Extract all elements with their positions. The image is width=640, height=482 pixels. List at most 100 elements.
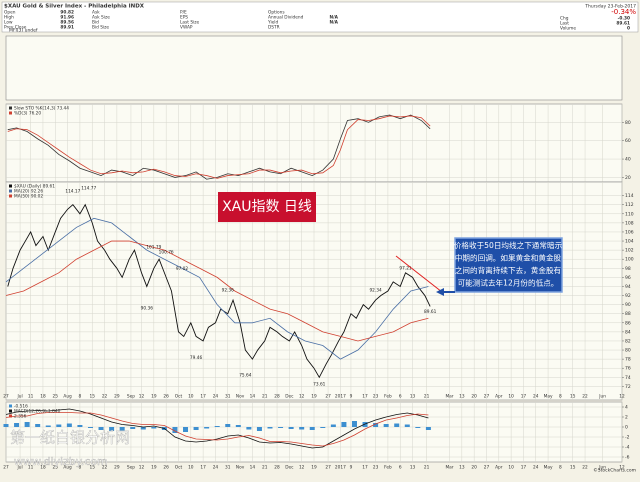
x-tick-label: 11	[28, 394, 34, 400]
y-tick-label: 2	[625, 415, 628, 421]
x-tick-label: 21	[424, 394, 430, 400]
bar	[98, 427, 104, 430]
price-label: 92.36	[222, 287, 235, 293]
x-tick-label: 8	[79, 394, 82, 400]
y-tick-label: 110	[625, 211, 634, 217]
bar	[362, 422, 368, 427]
bar	[235, 425, 241, 427]
panel-group: 20 40 60 80 Slow STO %K(14,3) 73.44%D(3) 76.…	[5, 103, 631, 183]
y-tick-label: 4	[625, 405, 628, 411]
x-tick-label: 31	[225, 394, 231, 400]
x-tick-label: 17	[200, 394, 206, 400]
y-tick-label: -6	[625, 455, 630, 461]
x-tick-label: 23	[373, 394, 379, 400]
field-label: High	[4, 15, 14, 21]
watermark: 第一纸白银分析网	[10, 429, 130, 447]
field-label: P/E	[180, 10, 187, 16]
y-tick-label: 102	[625, 248, 634, 254]
legend-label: MACD(12,26,9) 1.840	[14, 409, 61, 415]
y-tick-label: 40	[625, 157, 631, 163]
series-line	[7, 115, 431, 179]
x-tick-label: Nov	[236, 394, 245, 400]
y-tick-label: 78	[625, 357, 631, 363]
bar	[87, 427, 93, 428]
field-value: 0	[627, 26, 630, 32]
y-tick-label: 82	[625, 338, 631, 344]
bar	[383, 424, 389, 427]
x-tick-label: Feb	[384, 394, 392, 400]
x-tick-label: May	[544, 394, 553, 400]
x-tick-label-bottom: 20	[471, 465, 477, 471]
x-tick-label-bottom: Sep	[127, 465, 135, 471]
x-tick-label: Dec	[285, 394, 294, 400]
price-label: 100.76	[159, 249, 174, 255]
x-tick-label-bottom: 27	[484, 465, 490, 471]
y-tick-label: 80	[625, 348, 631, 354]
x-tick-label-bottom: 27	[3, 465, 9, 471]
field-value: 90.82	[60, 10, 74, 16]
x-tick-label: 2017	[335, 394, 346, 400]
x-tick-label-bottom: 8	[559, 465, 562, 471]
x-tick-label: 6	[399, 394, 402, 400]
credit: ©StockCharts.com	[593, 467, 636, 474]
y-tick-label: 80	[625, 120, 631, 126]
bar	[267, 427, 273, 429]
bar	[351, 421, 357, 427]
legend-swatch	[9, 404, 12, 408]
x-tick-label: 9	[350, 394, 353, 400]
note-line: 价格收于50日均线之下通常暗示	[454, 240, 563, 250]
x-tick-label: Mar	[445, 394, 453, 400]
x-tick-label-bottom: Feb	[384, 465, 392, 471]
note-line: 中期的回调。如果黄金和黄金股	[455, 253, 562, 263]
x-tick-label-bottom: 29	[114, 465, 120, 471]
legend-label: $XAU (Daily) 89.61	[14, 184, 55, 190]
series-line	[5, 217, 429, 360]
bar	[56, 424, 62, 427]
legend-swatch	[9, 414, 12, 418]
x-tick-label-bottom: May	[544, 465, 553, 471]
y-tick-label: 114	[625, 193, 634, 199]
field-label: Annual Dividend	[268, 15, 304, 21]
x-tick-label: 20	[471, 394, 477, 400]
x-tick-label-bottom: 11	[28, 465, 34, 471]
field-value: 89.91	[60, 25, 74, 31]
bar	[130, 427, 136, 429]
x-tick-label-bottom: 12	[139, 465, 145, 471]
x-tick-label-bottom: 23	[373, 465, 379, 471]
x-tick-label-bottom: 19	[151, 465, 157, 471]
y-tick-label: 108	[625, 220, 634, 226]
field-value: 91.96	[60, 15, 74, 21]
note-box	[454, 237, 563, 293]
x-tick-label: Sep	[127, 394, 135, 400]
field-label: Ask	[92, 10, 100, 16]
y-tick-label: 60	[625, 138, 631, 144]
y-tick-label: 94	[625, 284, 631, 290]
x-tick-label: 15	[570, 394, 576, 400]
bar	[415, 427, 421, 428]
bar	[278, 427, 284, 428]
bar	[330, 424, 336, 427]
x-tick-label-bottom: 2017	[335, 465, 346, 471]
x-tick-label: 10	[508, 394, 514, 400]
field-value: 89.61	[616, 21, 630, 27]
x-tick-label: 19	[151, 394, 157, 400]
x-tick-label: 12	[619, 394, 625, 400]
x-tick-label-bottom: 13	[459, 465, 465, 471]
legend-swatch	[9, 409, 12, 413]
x-tick-label: Apr	[495, 394, 503, 400]
x-tick-label: 8	[559, 394, 562, 400]
x-tick-label-bottom: 19	[311, 465, 317, 471]
y-tick-label: 90	[625, 302, 631, 308]
bar	[225, 424, 231, 427]
x-tick-label-bottom: Aug	[63, 465, 72, 471]
field-value: N/A	[330, 20, 339, 26]
x-tick-label: 21	[262, 394, 268, 400]
x-tick-label: 12	[299, 394, 305, 400]
x-tick-label: Jun	[598, 394, 606, 400]
date: Thursday 23-Feb-2017	[584, 4, 636, 10]
y-tick-label: 112	[625, 202, 634, 208]
x-tick-label-bottom: 18	[40, 465, 46, 471]
y-tick-label: 84	[625, 329, 631, 335]
bar	[320, 427, 326, 428]
x-tick-label: 26	[163, 394, 169, 400]
